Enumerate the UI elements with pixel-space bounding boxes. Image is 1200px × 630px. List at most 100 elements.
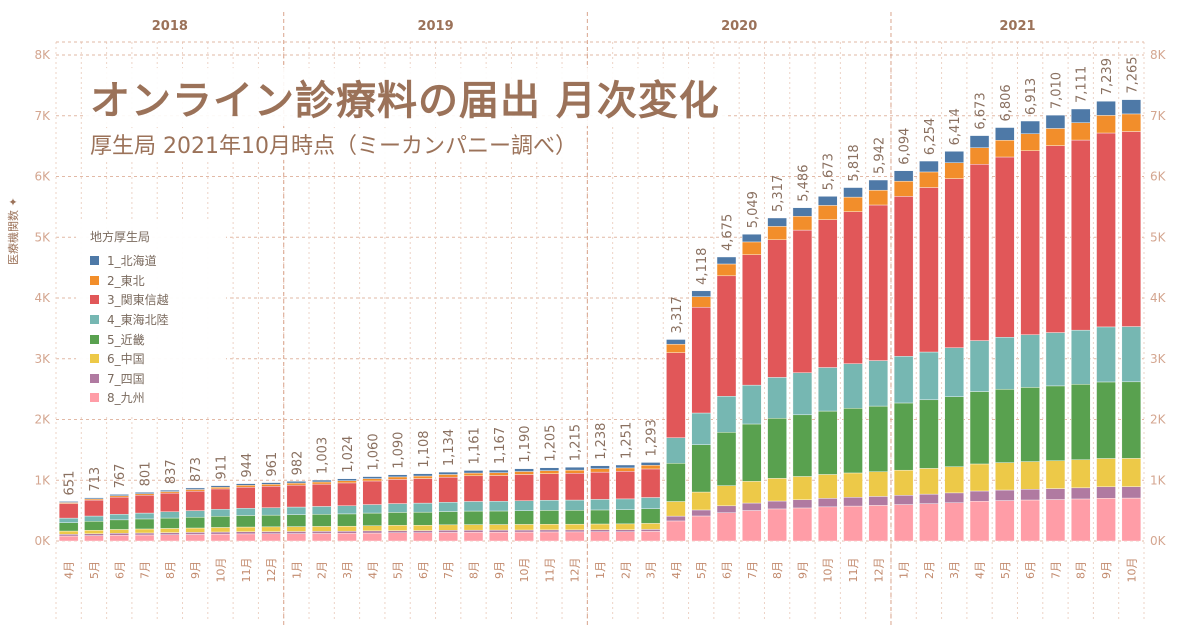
y-tick-label-right: 2K [1150, 413, 1167, 427]
legend-item[interactable]: 8_九州 [90, 388, 218, 408]
total-label: 651 [63, 471, 78, 496]
bar-segment-8_九州 [666, 520, 686, 542]
bar-segment-2_東北 [818, 205, 838, 220]
bar-segment-4_東海北陸 [843, 363, 863, 409]
legend-item[interactable]: 5_近畿 [90, 329, 218, 349]
bar-segment-2_東北 [413, 475, 433, 479]
bar-segment-3_関東信越 [818, 219, 838, 368]
legend-item[interactable]: 6_中国 [90, 349, 218, 369]
bar-segment-3_関東信越 [134, 494, 155, 514]
total-label: 6,806 [999, 84, 1014, 121]
x-tick-label: 7月 [442, 561, 455, 579]
bar-segment-3_関東信越 [590, 471, 610, 500]
total-label: 1,167 [493, 427, 508, 464]
bar-segment-4_東海北陸 [210, 509, 231, 517]
bar-segment-4_東海北陸 [134, 512, 155, 520]
total-label: 1,251 [619, 422, 634, 459]
legend-item[interactable]: 4_東海北陸 [90, 310, 218, 330]
legend-swatch [90, 393, 99, 403]
bar-segment-2_東北 [185, 489, 205, 492]
total-label: 6,414 [948, 108, 963, 145]
bar-segment-3_関東信越 [792, 229, 813, 373]
bar-segment-3_関東信越 [185, 490, 205, 511]
legend-label: 2_東北 [107, 273, 145, 288]
bar-segment-8_九州 [1121, 497, 1142, 542]
bar-segment-1_北海道 [539, 467, 560, 471]
bar-segment-1_北海道 [413, 473, 433, 477]
bar-segment-5_近畿 [640, 508, 661, 524]
bar-segment-3_関東信越 [691, 306, 711, 414]
bar-segment-2_東北 [742, 241, 762, 255]
bar-segment-1_北海道 [236, 483, 256, 486]
bar-segment-5_近畿 [1096, 381, 1116, 459]
bar-segment-2_東北 [767, 226, 787, 241]
total-label: 1,090 [392, 432, 407, 469]
bar-segment-3_関東信越 [514, 474, 534, 501]
bar-segment-8_九州 [185, 534, 205, 542]
bar-segment-7_四国 [1020, 489, 1040, 501]
bar-segment-6_中国 [868, 471, 889, 497]
y-axis-title: 医療機関数 ✦ [5, 197, 21, 265]
bar-segment-8_九州 [134, 534, 155, 542]
bar-segment-3_関東信越 [1121, 131, 1142, 327]
bar-segment-3_関東信越 [944, 178, 964, 348]
x-tick-label: 12月 [569, 558, 582, 583]
bar-segment-4_東海北陸 [1045, 332, 1066, 387]
bar-segment-1_北海道 [893, 170, 914, 182]
total-label: 873 [189, 457, 204, 482]
bar-segment-4_東海北陸 [286, 506, 307, 515]
legend-item[interactable]: 1_北海道 [90, 251, 218, 271]
legend-item[interactable]: 2_東北 [90, 271, 218, 291]
total-label: 1,108 [417, 430, 432, 467]
bar-segment-6_中国 [564, 523, 585, 531]
bar-segment-1_北海道 [691, 290, 711, 297]
legend-swatch [90, 315, 99, 325]
bar-segment-8_九州 [818, 506, 838, 542]
bar-segment-2_東北 [489, 472, 509, 476]
bar-segment-7_四国 [387, 530, 408, 533]
bar-segment-1_北海道 [337, 478, 357, 481]
x-tick-label: 1月 [594, 561, 607, 579]
x-tick-label: 3月 [341, 561, 354, 579]
bar-segment-5_近畿 [160, 517, 180, 529]
bar-segment-5_近畿 [615, 509, 636, 525]
year-header: 2018 [152, 19, 188, 34]
legend-item[interactable]: 7_四国 [90, 369, 218, 389]
bar-segment-7_四国 [362, 530, 382, 534]
legend-item[interactable]: 3_関東信越 [90, 290, 218, 310]
bar-segment-6_中国 [539, 524, 560, 531]
bar-segment-1_北海道 [615, 464, 636, 469]
bar-segment-6_中国 [767, 478, 787, 502]
total-label: 1,190 [518, 425, 533, 462]
bar-segment-3_関東信越 [1045, 145, 1066, 333]
bar-segment-4_東海北陸 [767, 377, 787, 419]
bar-segment-2_東北 [134, 493, 155, 496]
bar-segment-1_北海道 [362, 476, 382, 479]
bar-segment-8_九州 [919, 503, 939, 542]
bar-segment-5_近畿 [413, 511, 433, 526]
bar-segment-8_九州 [995, 500, 1015, 542]
bar-segment-5_近畿 [969, 391, 990, 465]
bar-segment-8_九州 [463, 532, 484, 542]
bar-segment-2_東北 [539, 470, 560, 474]
bar-segment-6_中国 [134, 528, 155, 534]
bar-segment-1_北海道 [311, 479, 332, 483]
bar-segment-6_中国 [58, 530, 79, 535]
bar-segment-6_中国 [995, 462, 1015, 491]
y-tick-label-right: 5K [1150, 230, 1167, 244]
bar-segment-4_東海北陸 [58, 517, 79, 523]
bar-segment-7_四国 [134, 532, 155, 536]
bar-segment-1_北海道 [438, 471, 458, 475]
x-tick-label: 5月 [392, 561, 405, 579]
total-label: 1,205 [543, 425, 558, 462]
bar-segment-3_関東信越 [463, 475, 484, 502]
year-header: 2019 [417, 19, 453, 34]
bar-segment-8_九州 [716, 512, 737, 542]
bar-segment-7_四国 [58, 534, 79, 537]
total-label: 1,134 [442, 429, 457, 466]
bar-segment-8_九州 [590, 531, 610, 542]
total-label: 837 [164, 459, 179, 484]
bar-segment-5_近畿 [1020, 387, 1040, 462]
bar-segment-7_四国 [590, 529, 610, 532]
bar-segment-6_中国 [969, 463, 990, 492]
